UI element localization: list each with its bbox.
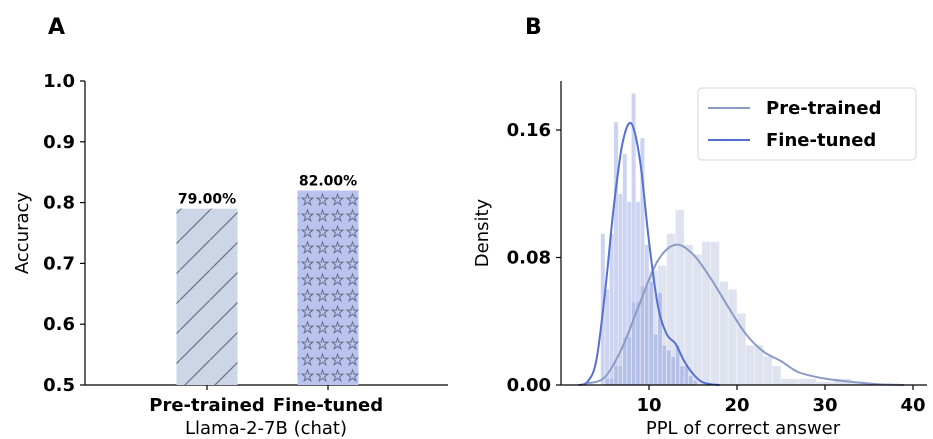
legend: Pre-trained Fine-tuned: [697, 87, 917, 161]
hist-bar-fine-tuned: [653, 333, 659, 386]
legend-label: Fine-tuned: [766, 130, 876, 151]
bar-value-label: 82.00%: [299, 173, 357, 189]
hist-bar-fine-tuned: [635, 201, 641, 386]
x-tick-label: 40: [900, 395, 925, 416]
hist-bar-fine-tuned: [679, 365, 685, 386]
y-tick-label: 0.08: [507, 248, 551, 269]
panel-letter-b: B: [525, 15, 542, 40]
hist-bar-pre-trained: [710, 241, 720, 386]
hist-bar-fine-tuned: [644, 244, 650, 386]
hist-bar-fine-tuned: [688, 375, 694, 386]
y-axis-label-density: Density: [472, 198, 493, 267]
hist-bar-pre-trained: [771, 365, 782, 386]
hist-bar-pre-trained: [719, 281, 729, 386]
hist-bar-fine-tuned: [613, 121, 619, 386]
bar-pattern-pre-trained: [176, 208, 238, 385]
legend-box: [697, 87, 917, 161]
hist-bar-fine-tuned: [622, 153, 628, 386]
hist-bar-fine-tuned: [661, 344, 667, 386]
x-tick-label: 10: [636, 395, 661, 416]
y-tick-label: 0.5: [43, 375, 75, 396]
hist-bar-pre-trained: [745, 344, 755, 386]
y-tick-label: 0.8: [43, 193, 75, 214]
hist-bar-pre-trained: [780, 378, 799, 386]
hist-bar-fine-tuned: [609, 233, 615, 386]
y-tick-label: 0.7: [43, 253, 75, 274]
hist-bar-pre-trained: [763, 356, 773, 386]
kde-line-pre-trained: [587, 243, 905, 386]
hist-bar-pre-trained: [701, 241, 711, 386]
hist-bar-pre-trained: [692, 254, 703, 386]
x-tick-label: 20: [724, 395, 749, 416]
hist-bar-fine-tuned: [692, 379, 698, 386]
bar-pattern-fine-tuned: [297, 190, 359, 385]
hist-bar-fine-tuned: [626, 201, 632, 386]
x-axis-label-model: Llama-2-7B (chat): [185, 418, 347, 439]
category-label: Fine-tuned: [273, 395, 383, 416]
y-tick-label: 1.0: [43, 71, 75, 92]
legend-label: Pre-trained: [766, 98, 881, 119]
density-histogram-ppl: 0.00 0.08 0.16 10 20 30 40 Pre-trained Fine-tune…: [507, 81, 927, 416]
bar-chart-accuracy: 0.5 0.6 0.7 0.8 0.9 1.0 79.00% Pre-trained 82.00…: [43, 71, 448, 416]
hist-bar-pre-trained: [727, 289, 738, 386]
panel-letter-a: A: [48, 15, 65, 40]
hist-bar-fine-tuned: [648, 281, 654, 386]
hist-bar-fine-tuned: [670, 356, 676, 386]
y-axis-label-accuracy: Accuracy: [12, 192, 33, 275]
x-tick-label: 30: [812, 395, 837, 416]
y-tick-label: 0.6: [43, 314, 75, 335]
x-axis-label-ppl: PPL of correct answer: [646, 418, 841, 439]
bar-value-label: 79.00%: [178, 192, 236, 208]
y-tick-label: 0.00: [507, 375, 551, 396]
category-label: Pre-trained: [149, 395, 264, 416]
hist-bar-pre-trained: [798, 378, 817, 386]
y-tick-label: 0.16: [507, 120, 551, 141]
y-tick-label: 0.9: [43, 132, 75, 153]
kde-line-fine-tuned: [578, 121, 720, 386]
hist-bar-fine-tuned: [666, 349, 672, 386]
